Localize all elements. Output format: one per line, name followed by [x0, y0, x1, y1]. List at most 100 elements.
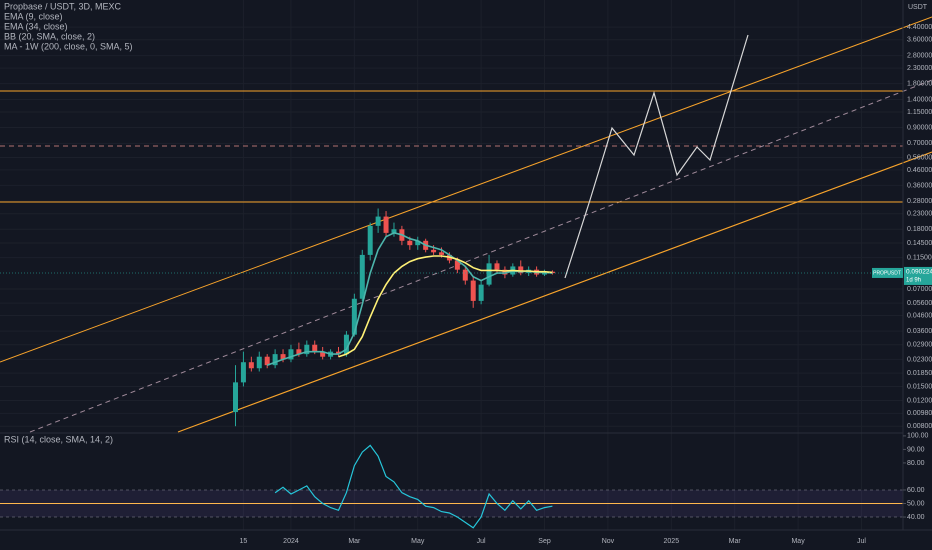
candle-body: [470, 280, 476, 301]
candle-body: [304, 344, 310, 355]
last-price-label: 0.090224: [906, 269, 932, 276]
candle-body: [375, 216, 381, 226]
y-tick-label: 1.400000: [907, 96, 932, 103]
axis-unit: USDT: [908, 4, 928, 11]
x-tick-label: Mar: [729, 538, 742, 545]
candle-body: [367, 225, 373, 255]
candle-body: [240, 362, 246, 383]
candle-body: [343, 334, 349, 355]
candle-body: [518, 266, 524, 274]
candle-body: [478, 284, 484, 301]
price-box: [904, 266, 932, 285]
y-tick-label: 60.00: [907, 487, 925, 494]
x-tick-label: Nov: [602, 538, 615, 545]
candle-body: [280, 354, 286, 360]
candle-body: [264, 356, 270, 366]
y-tick-label: 40.00: [907, 514, 925, 521]
channel-lower: [177, 151, 932, 433]
x-tick-label: May: [411, 538, 425, 545]
chart-title: Propbase / USDT, 3D, MEXC: [4, 1, 122, 11]
channel-upper: [0, 16, 932, 363]
marks: [0, 208, 903, 529]
y-tick-label: 2.300000: [907, 65, 932, 72]
y-tick-label: 80.00: [907, 460, 925, 467]
x-tick-label: Sep: [538, 538, 551, 545]
ticker-label: PROPUSDT: [873, 270, 901, 276]
projection-path: [564, 34, 749, 279]
grid: [0, 0, 903, 530]
candle-body: [415, 240, 421, 246]
x-tick-label: Jul: [857, 538, 866, 545]
panel-title: RSI (14, close, SMA, 14, 2): [4, 434, 113, 444]
y-tick-label: 4.400000: [907, 24, 932, 31]
y-tick-label: 3.600000: [907, 37, 932, 44]
y-tick-label: 100.00: [907, 433, 929, 440]
y-tick-label: 50.00: [907, 500, 925, 507]
candle-body: [312, 344, 318, 352]
x-tick-label: Mar: [348, 538, 361, 545]
candle-body: [272, 354, 278, 366]
axes: 15 2024 Mar May Jul Sep Nov 2025 Mar May Jul 4.4000…: [240, 24, 932, 545]
candle-body: [383, 216, 389, 233]
candle-body: [288, 349, 294, 360]
candle-body: [462, 269, 468, 281]
x-tick-label: Jul: [477, 538, 486, 545]
candle-body: [407, 240, 413, 246]
legend-entry: BB (20, SMA, close, 2): [4, 31, 95, 41]
legend-entry: EMA (9, close): [4, 11, 63, 21]
candle-body: [431, 249, 437, 253]
ticker-box: [872, 267, 903, 278]
y-tick-label: 90.00: [907, 446, 925, 453]
candle-body: [351, 298, 357, 335]
rsi-line: [274, 444, 553, 529]
candle-body: [248, 362, 254, 369]
x-tick-label: 2024: [283, 538, 299, 545]
legend-entry: EMA (34, close): [4, 21, 68, 31]
candle-body: [296, 349, 302, 355]
candle-body: [486, 263, 492, 285]
candle-body: [256, 356, 262, 369]
x-tick-label: 2025: [664, 538, 680, 545]
candle-body: [391, 229, 397, 233]
x-tick-label: May: [791, 538, 805, 545]
candle-body: [359, 254, 365, 299]
candle-body: [502, 269, 508, 275]
x-tick-label: 15: [240, 538, 248, 545]
y-tick-label: 0.008000: [907, 423, 932, 430]
candle-body: [232, 382, 238, 413]
y-tick-label: 2.800000: [907, 53, 932, 60]
countdown-label: 1d 9h: [906, 278, 921, 284]
ema-line: [338, 255, 553, 358]
candle-body: [439, 252, 445, 255]
legend-entry: MA - 1W (200, close, 0, SMA, 5): [4, 41, 133, 51]
candle-body: [494, 263, 500, 270]
candle-body: [454, 260, 460, 270]
candle-body: [336, 351, 342, 355]
candle-body: [320, 351, 326, 357]
drawings: [0, 16, 932, 433]
y-tick-label: 1.800000: [907, 80, 932, 87]
